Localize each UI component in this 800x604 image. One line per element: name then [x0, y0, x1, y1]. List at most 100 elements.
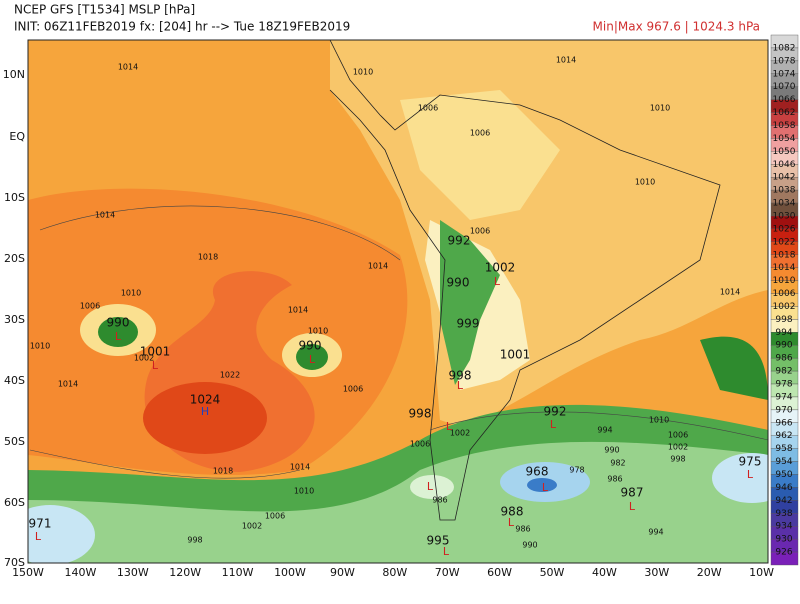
latitude-label: 20S — [4, 252, 25, 265]
contour-label: 1010 — [121, 289, 141, 298]
contour-label: 1010 — [308, 327, 328, 336]
contour-label: 1010 — [649, 416, 669, 425]
contour-label: 1010 — [30, 342, 50, 351]
longitude-label: 40W — [592, 566, 617, 579]
contour-label: 1010 — [650, 104, 670, 113]
contour-label: 1018 — [213, 467, 233, 476]
center-label: 990 — [107, 316, 130, 330]
colorbar-label: 930 — [775, 535, 792, 545]
colorbar-label: 1026 — [773, 224, 796, 234]
longitude-label: 140W — [64, 566, 96, 579]
pressure-symbol: L — [152, 359, 159, 372]
isobar — [29, 205, 768, 479]
contour-label: 1002 — [242, 522, 262, 531]
colorbar-label: 1082 — [773, 43, 796, 53]
contour-label: 1006 — [265, 512, 285, 521]
contour-label: 994 — [597, 426, 612, 435]
colorbar-label: 994 — [775, 328, 792, 338]
center-label: 1001 — [500, 348, 531, 362]
longitude-label: 90W — [330, 566, 355, 579]
colorbar-swatch — [770, 551, 799, 566]
contour-label: 1014 — [556, 56, 576, 65]
center-label: 968 — [526, 465, 549, 479]
colorbar-label: 954 — [775, 457, 792, 467]
low-core — [98, 317, 138, 347]
contour-label: 1006 — [343, 385, 363, 394]
colorbar-label: 1006 — [773, 289, 796, 299]
pressure-symbol: H — [201, 405, 209, 418]
pressure-symbol: L — [457, 379, 464, 392]
header-init: INIT: 06Z11FEB2019 fx: [204] hr --> Tue … — [14, 20, 350, 34]
field-1002 — [400, 90, 560, 220]
latitude-label: 60S — [4, 496, 25, 509]
colorbar-label: 950 — [775, 470, 792, 480]
colorbar-label: 986 — [775, 354, 792, 364]
contour-label: 1010 — [294, 487, 314, 496]
contour-label: 1014 — [290, 463, 310, 472]
latitude-label: 10N — [3, 68, 25, 81]
contour-label: 986 — [515, 525, 530, 534]
longitude-label: 30W — [644, 566, 669, 579]
colorbar-label: 1050 — [773, 147, 796, 157]
contour-label: 990 — [522, 541, 537, 550]
center-label: 988 — [501, 505, 524, 519]
pressure-symbol: L — [35, 530, 42, 543]
contour-label: 1006 — [418, 104, 438, 113]
colorbar-label: 974 — [775, 392, 792, 402]
field-andes-low — [440, 220, 500, 385]
longitude-label: 20W — [697, 566, 722, 579]
contour-label: 1006 — [410, 440, 430, 449]
colorbar-label: 934 — [775, 522, 792, 532]
coastline — [329, 40, 721, 521]
center-label: 990 — [447, 276, 470, 290]
colorbar-label: 1002 — [773, 302, 796, 312]
contour-label: 1002 — [668, 443, 688, 452]
longitude-label: 80W — [382, 566, 407, 579]
low-light — [410, 475, 454, 499]
pressure-symbol: L — [747, 468, 754, 481]
contour-label: 1010 — [353, 68, 373, 77]
contour-label: 1014 — [288, 306, 308, 315]
pressure-symbol: L — [427, 480, 434, 493]
latitude-label: 70S — [4, 556, 25, 569]
latitude-label: 50S — [4, 435, 25, 448]
contour-label: 1014 — [58, 380, 78, 389]
contour-label: 986 — [432, 496, 447, 505]
map-area — [27, 39, 769, 564]
colorbar-label: 1022 — [773, 237, 796, 247]
contour-label: 990 — [604, 446, 619, 455]
colorbar-label: 966 — [775, 418, 792, 428]
center-label: 1002 — [485, 261, 516, 275]
map-frame — [27, 39, 769, 564]
colorbar-label: 978 — [775, 380, 792, 390]
colorbar-label: 1010 — [773, 276, 796, 286]
pressure-symbol: L — [550, 418, 557, 431]
low-blue — [712, 453, 768, 503]
colorbar-label: 926 — [775, 548, 792, 558]
center-label: 995 — [427, 534, 450, 548]
pressure-symbol: L — [309, 353, 316, 366]
pressure-symbol: L — [446, 420, 453, 433]
header-title: NCEP GFS [T1534] MSLP [hPa] — [14, 3, 195, 17]
colorbar-label: 958 — [775, 444, 792, 454]
contour-label: 998 — [670, 455, 685, 464]
pressure-symbol: L — [494, 275, 501, 288]
colorbar-label: 946 — [775, 483, 792, 493]
colorbar-label: 942 — [775, 496, 792, 506]
low-blue — [28, 505, 95, 563]
colorbar-label: 1038 — [773, 186, 796, 196]
colorbar-label: 1030 — [773, 211, 796, 221]
colorbar-label: 1062 — [773, 108, 796, 118]
pressure-symbol: L — [443, 545, 450, 558]
field-998-east — [700, 336, 768, 400]
colorbar-label: 990 — [775, 341, 792, 351]
contour-label: 1002 — [450, 429, 470, 438]
colorbar-label: 1066 — [773, 95, 796, 105]
colorbar-label: 1018 — [773, 250, 796, 260]
colorbar-label: 970 — [775, 405, 792, 415]
low-core — [296, 344, 328, 370]
colorbar-label: 938 — [775, 509, 792, 519]
latitude-label: EQ — [9, 130, 25, 143]
contour-label: 1014 — [368, 262, 388, 271]
